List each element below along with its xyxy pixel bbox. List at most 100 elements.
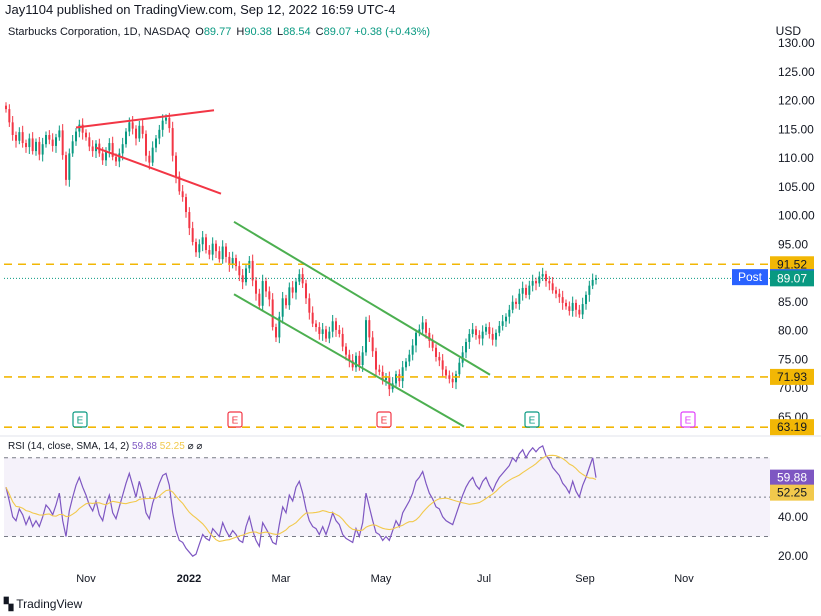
candle-body [441, 360, 444, 370]
candle-body [261, 281, 264, 306]
candle-body [45, 135, 47, 145]
candle-body [131, 122, 134, 129]
candle-body [211, 243, 214, 255]
candle-body [491, 333, 494, 340]
earnings-marker-label: E [685, 416, 692, 427]
candle-body [425, 322, 427, 333]
candle-body [91, 146, 94, 152]
candle-body [38, 141, 41, 155]
candle-body [135, 128, 137, 139]
candle-body [241, 275, 244, 283]
price-badge-label: 63.19 [777, 420, 807, 434]
candle-body [191, 228, 194, 242]
candle-body [325, 329, 327, 339]
candle-body [35, 141, 37, 152]
candle-body [171, 128, 174, 156]
candle-body [438, 356, 441, 361]
candle-body [255, 280, 257, 294]
candle-body [468, 333, 471, 342]
candle-body [415, 332, 417, 346]
candle-body [238, 266, 241, 276]
candle-body [351, 360, 354, 368]
candle-body [331, 321, 334, 332]
candle-body [291, 287, 294, 293]
candle-body [258, 293, 261, 306]
candle-body [525, 287, 527, 295]
open-value: 89.77 [203, 26, 232, 38]
candle-body [385, 376, 387, 380]
candle-body [505, 316, 507, 322]
candle-body [295, 281, 297, 293]
candle-body [411, 345, 414, 355]
candle-body [181, 191, 184, 198]
candle-body [471, 329, 474, 334]
candle-body [288, 287, 291, 306]
candle-body [68, 153, 71, 180]
rsi-label: RSI (14, close, SMA, 14, 2) [8, 441, 130, 452]
earnings-marker-label: E [77, 416, 84, 427]
candle-body [105, 150, 107, 161]
candle-body [85, 132, 87, 138]
candle-body [161, 120, 164, 130]
candle-body [101, 153, 104, 161]
earnings-marker [376, 411, 392, 428]
rsi-tick-label: 20.00 [778, 549, 808, 563]
candle-body [538, 276, 541, 284]
high-value: 90.38 [244, 26, 272, 38]
candle-body [591, 279, 594, 286]
candle-body [531, 281, 534, 286]
candle-body [371, 337, 374, 352]
price-tick-label: 75.00 [778, 352, 808, 366]
tradingview-brand[interactable]: ▚ TradingView [4, 597, 82, 611]
candle-body [155, 138, 157, 148]
candle-body [311, 312, 314, 324]
pattern-line-red-bottom [95, 146, 222, 195]
candle-body [21, 132, 24, 144]
eye-off-icon[interactable]: ⌀ ⌀ [187, 441, 203, 452]
candle-body [568, 306, 571, 311]
candle-body [535, 281, 537, 284]
candle-body [108, 143, 111, 151]
candle-body [158, 129, 161, 139]
candle-body [515, 301, 517, 305]
candle-body [458, 362, 461, 375]
candle-body [358, 355, 361, 365]
candle-body [401, 367, 404, 382]
candle-body [345, 346, 347, 355]
candle-body [298, 274, 301, 282]
candle-body [488, 327, 491, 334]
rsi-badge-label: 59.88 [777, 471, 807, 485]
candle-body [518, 293, 521, 305]
candle-body [561, 297, 564, 303]
candle-body [575, 302, 577, 310]
candle-body [61, 130, 64, 156]
candle-body [448, 375, 451, 379]
candle-body [548, 281, 551, 284]
rsi-badge-label: 52.25 [777, 486, 807, 500]
candle-body [378, 369, 381, 372]
candle-body [111, 143, 114, 157]
candle-body [445, 369, 447, 376]
price-badge [770, 270, 814, 287]
candle-body [31, 138, 34, 152]
rsi-badge [770, 469, 814, 486]
close-value: 89.07 [323, 26, 352, 38]
candle-body [555, 290, 557, 294]
candle-body [338, 329, 341, 334]
candle-body [245, 268, 247, 283]
candle-body [465, 342, 467, 353]
price-badge-label: 89.07 [777, 271, 807, 285]
candle-body [421, 322, 424, 330]
candle-body [431, 340, 434, 348]
candle-body [141, 125, 144, 134]
earnings-marker [524, 411, 540, 428]
candle-body [361, 352, 364, 365]
candle-body [125, 131, 127, 145]
rsi-band-bg [4, 457, 770, 537]
time-tick-label: Mar [272, 573, 291, 585]
candle-body [315, 323, 317, 328]
candle-body [195, 241, 197, 253]
candle-body [451, 378, 454, 383]
pattern-line-green-top [233, 220, 491, 376]
